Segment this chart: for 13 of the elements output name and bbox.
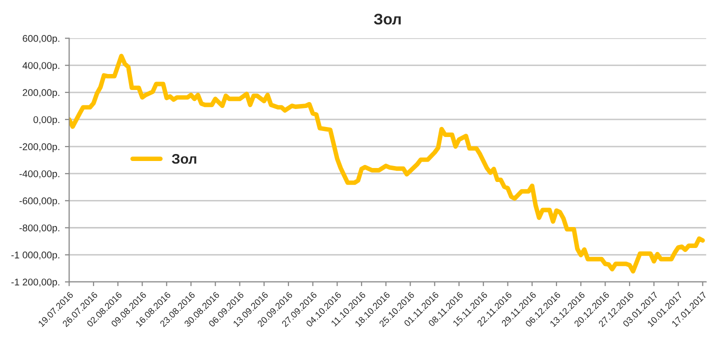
- y-tick-label: 600,00р.: [22, 35, 60, 44]
- y-tick-label: -800,00р.: [19, 224, 60, 234]
- y-tick-label: 400,00р.: [22, 62, 60, 71]
- y-tick-label: 0,00р.: [33, 116, 60, 126]
- y-tick-label: -1 200,00р.: [11, 278, 60, 288]
- line-series: [69, 54, 705, 274]
- y-tick-label: 200,00р.: [22, 89, 60, 98]
- y-tick-label: -200,00р.: [19, 143, 60, 152]
- y-tick-label: -600,00р.: [19, 197, 60, 206]
- y-tick-label: -1 000,00р.: [11, 252, 60, 260]
- legend-label: Зол: [172, 154, 196, 164]
- y-tick-label: -400,00р.: [19, 170, 60, 180]
- chart-title: Зол: [374, 14, 401, 25]
